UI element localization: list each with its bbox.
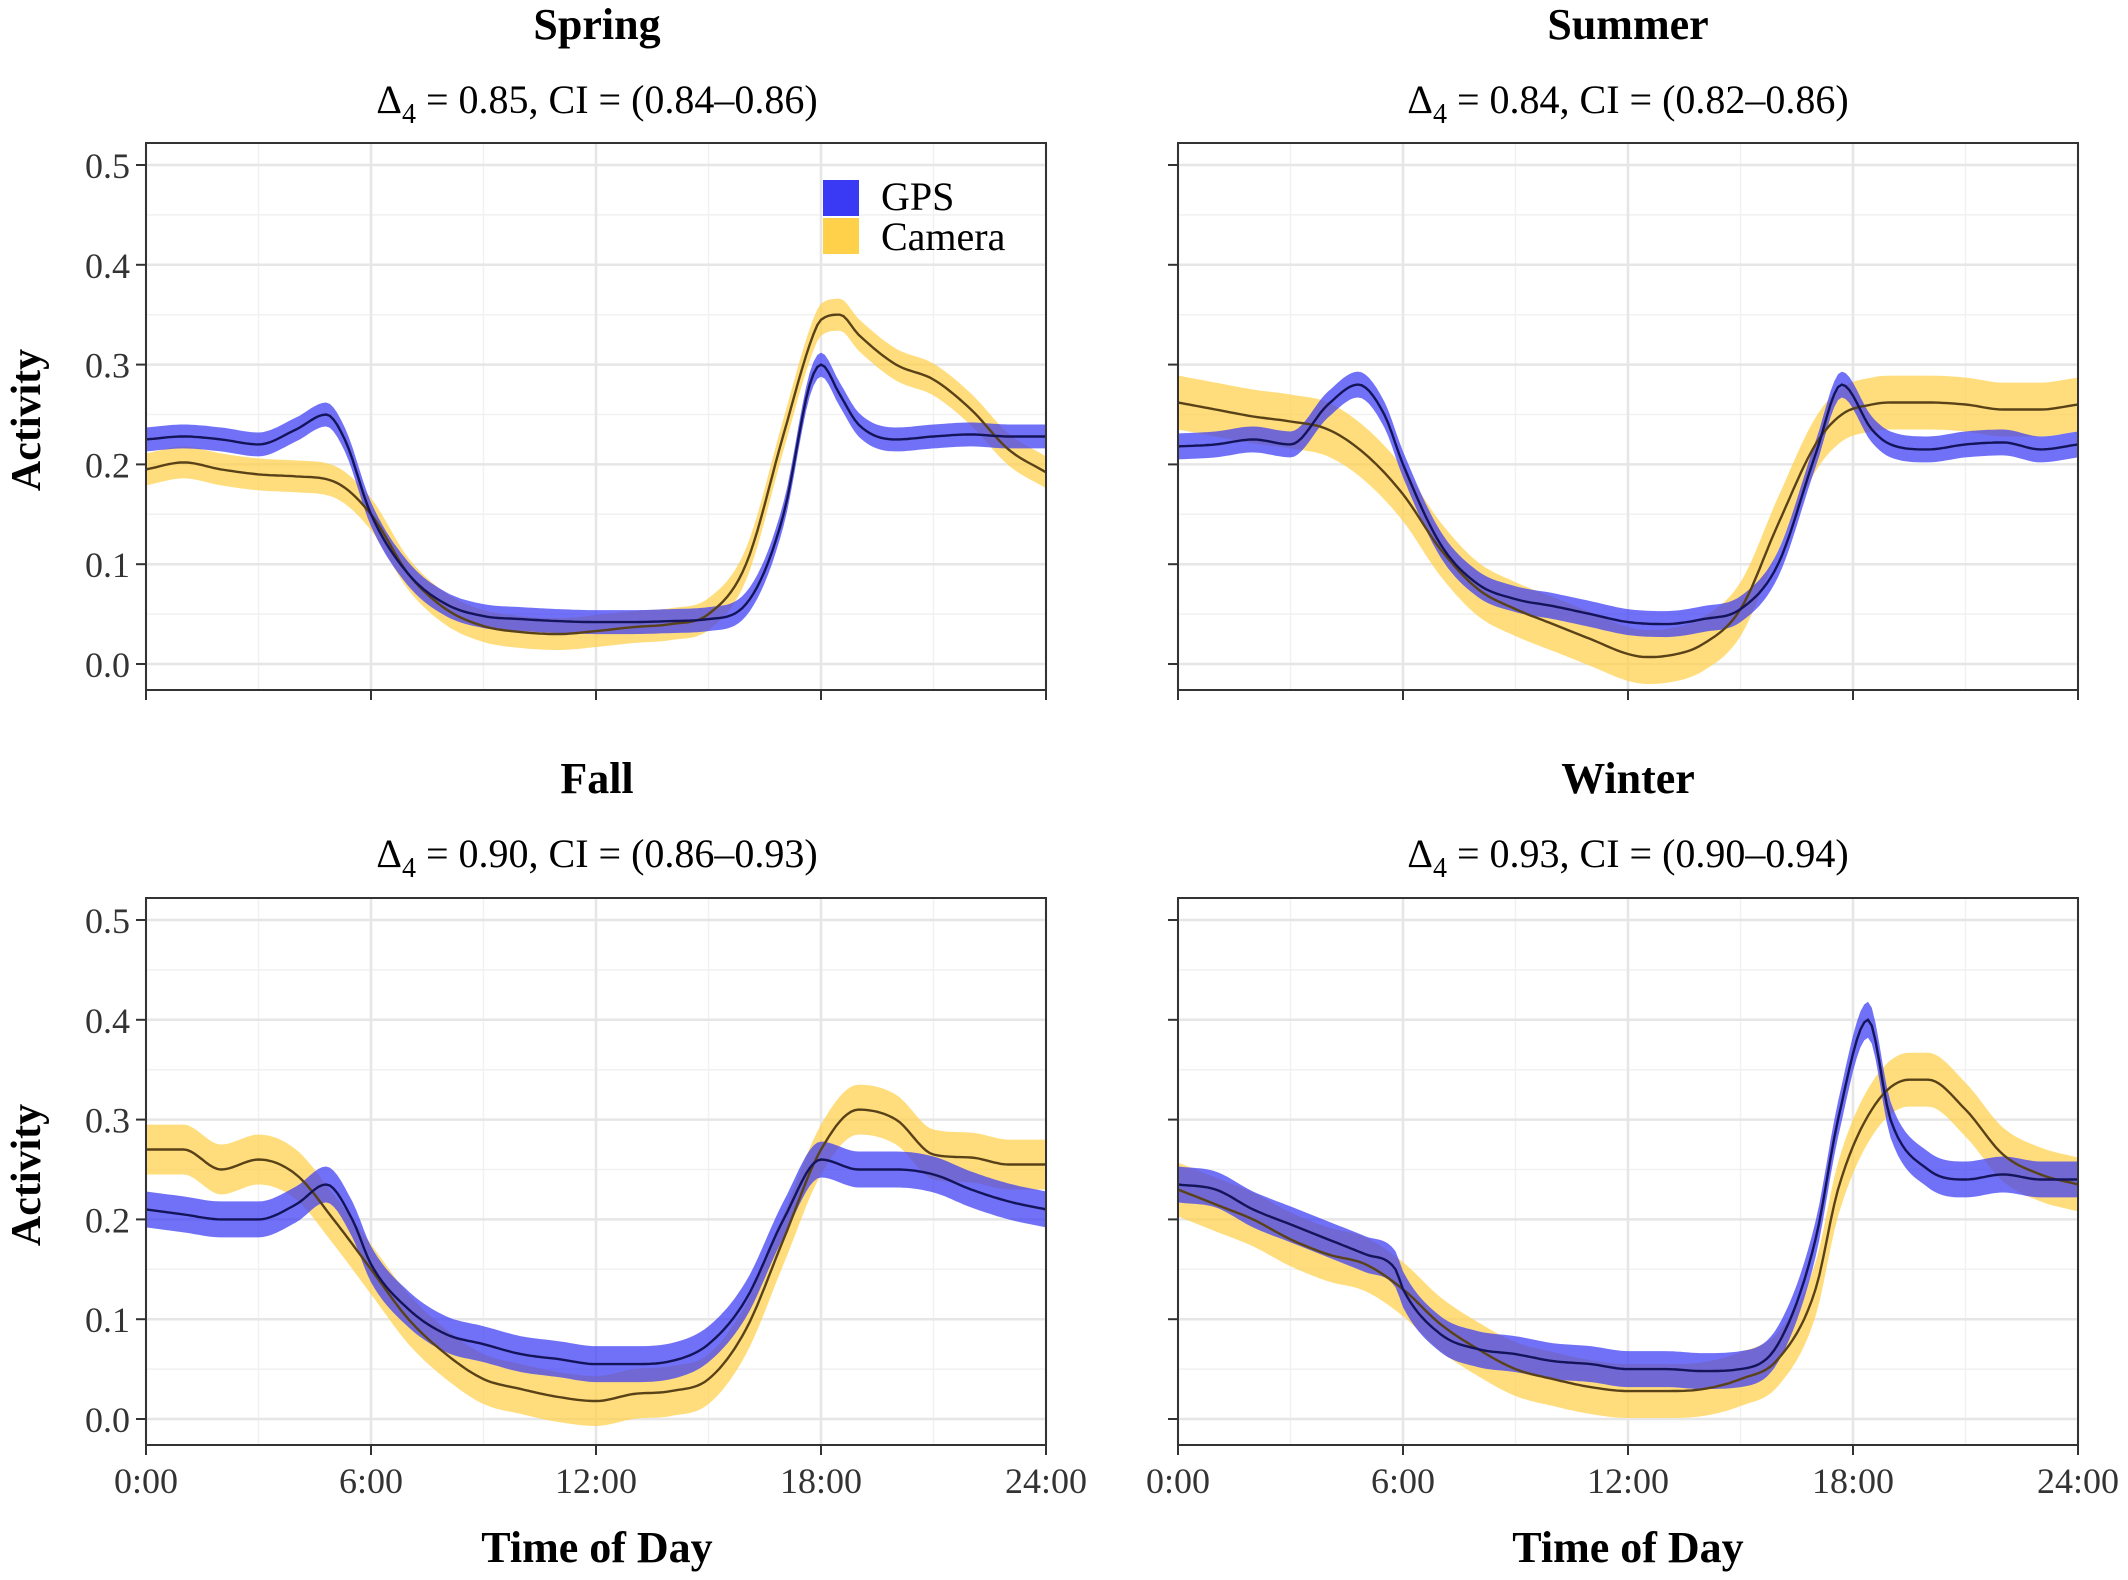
x-axis-label-right: Time of Day — [1512, 1523, 1743, 1572]
line-gps — [1177, 383, 2079, 626]
panel-fall: 0.0 0.1 0.2 0.3 0.4 0.5 0:00 6:00 12:00 18:00 24:0… — [85, 897, 1087, 1501]
line-camera — [145, 313, 1047, 636]
y-tick-label: 0.3 — [85, 1101, 130, 1141]
y-tick-label: 0.4 — [85, 246, 130, 286]
line-gps — [145, 1158, 1047, 1366]
y-tick-label: 0.5 — [85, 901, 130, 941]
delta-symbol: Δ — [376, 77, 402, 122]
delta-symbol: Δ — [1407, 77, 1433, 122]
delta-symbol: Δ — [1407, 831, 1433, 876]
panel-spring: 0.0 0.1 0.2 0.3 0.4 0.5 — [85, 142, 1048, 700]
line-camera — [146, 1108, 1046, 1403]
x-tick-label: 6:00 — [339, 1461, 403, 1501]
x-tick-label: 24:00 — [2037, 1461, 2119, 1501]
stat-text: = 0.85, CI = (0.84–0.86) — [416, 77, 818, 122]
x-tick-label: 6:00 — [1371, 1461, 1435, 1501]
x-tick-label: 24:00 — [1005, 1461, 1087, 1501]
legend: GPS Camera — [823, 174, 1006, 259]
panel-winter: 0:00 6:00 12:00 18:00 24:00 — [1146, 897, 2119, 1501]
panel-title-winter: Winter — [1561, 754, 1695, 803]
band-camera — [146, 298, 1046, 650]
x-tick-label: 0:00 — [114, 1461, 178, 1501]
panel-title-fall: Fall — [560, 754, 633, 803]
delta-subscript: 4 — [402, 99, 416, 130]
line-gps — [1177, 1018, 2078, 1373]
panel-stat-fall: Δ4 = 0.90, CI = (0.86–0.93) — [376, 831, 818, 884]
y-tick-label: 0.2 — [85, 445, 130, 485]
panel-stat-spring: Δ4 = 0.85, CI = (0.84–0.86) — [376, 77, 818, 130]
y-tick-label: 0.5 — [85, 146, 130, 186]
stat-text: = 0.84, CI = (0.82–0.86) — [1447, 77, 1849, 122]
x-tick-label: 12:00 — [1587, 1461, 1669, 1501]
legend-swatch-gps — [823, 180, 859, 216]
stat-text: = 0.93, CI = (0.90–0.94) — [1447, 831, 1849, 876]
x-axis-label-left: Time of Day — [481, 1523, 712, 1572]
y-tick-label: 0.0 — [85, 645, 130, 685]
line-gps — [145, 363, 1046, 624]
delta-subscript: 4 — [1433, 853, 1447, 884]
delta-subscript: 4 — [1433, 99, 1447, 130]
band-gps — [146, 1141, 1046, 1383]
band-camera — [1178, 375, 2078, 684]
delta-symbol: Δ — [376, 831, 402, 876]
panel-stat-winter: Δ4 = 0.93, CI = (0.90–0.94) — [1407, 831, 1849, 884]
panel-summer — [1168, 142, 2080, 700]
delta-subscript: 4 — [402, 853, 416, 884]
x-tick-label: 18:00 — [780, 1461, 862, 1501]
y-tick-label: 0.3 — [85, 346, 130, 386]
y-tick-label: 0.0 — [85, 1400, 130, 1440]
y-tick-label: 0.1 — [85, 545, 130, 585]
y-tick-label: 0.4 — [85, 1001, 130, 1041]
legend-swatch-camera — [823, 218, 859, 254]
panel-title-spring: Spring — [533, 0, 660, 49]
stat-text: = 0.90, CI = (0.86–0.93) — [416, 831, 818, 876]
x-tick-label: 12:00 — [555, 1461, 637, 1501]
line-camera — [1177, 1078, 2079, 1393]
y-axis-label-bottom: Activity — [4, 1104, 50, 1246]
x-tick-label: 18:00 — [1812, 1461, 1894, 1501]
line-camera — [1177, 401, 2079, 659]
y-tick-label: 0.2 — [85, 1200, 130, 1240]
x-tick-label: 0:00 — [1146, 1461, 1210, 1501]
legend-label-gps: GPS — [881, 174, 954, 219]
panel-stat-summer: Δ4 = 0.84, CI = (0.82–0.86) — [1407, 77, 1849, 130]
y-axis-label-top: Activity — [4, 349, 50, 491]
legend-label-camera: Camera — [881, 214, 1006, 259]
panel-title-summer: Summer — [1547, 0, 1708, 49]
y-tick-label: 0.1 — [85, 1300, 130, 1340]
band-gps — [1178, 1001, 2078, 1390]
